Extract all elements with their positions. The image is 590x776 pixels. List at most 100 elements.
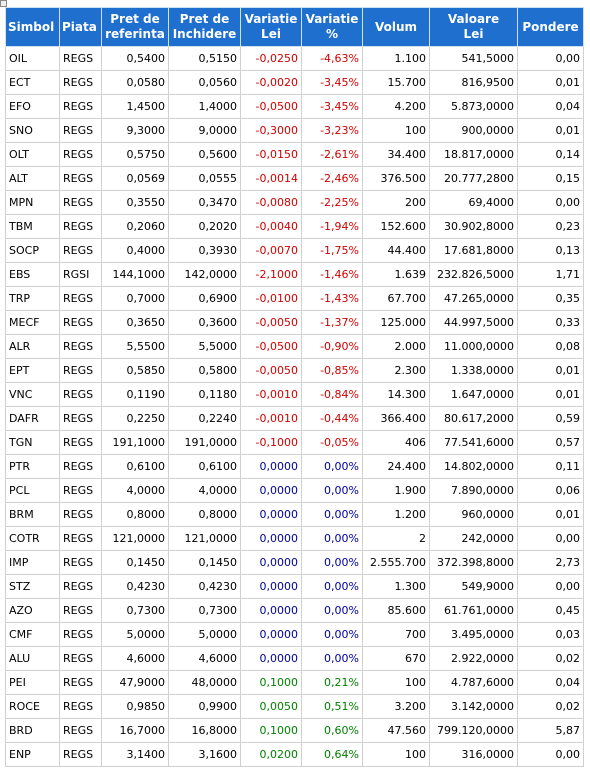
table-cell: 0,2020 xyxy=(168,214,241,239)
table-cell: 0,15 xyxy=(517,166,584,191)
table-row: EBS RGSI 144,1000 142,0000 -2,1000 -1,46% 1.63… xyxy=(5,262,584,287)
table-row: AZO REGS 0,7300 0,7300 0,0000 0,00% 85.600 61.7… xyxy=(5,598,584,623)
table-cell: 121,0000 xyxy=(101,526,169,551)
header-line: Pondere xyxy=(522,19,579,34)
table-row: EFO REGS 1,4500 1,4000 -0,0500 -3,45% 4.200 5.8… xyxy=(5,94,584,119)
table-cell: REGS xyxy=(59,478,102,503)
table-cell: 2.000 xyxy=(362,334,430,359)
table-cell: -0,0010 xyxy=(240,382,302,407)
table-cell: 1,4500 xyxy=(101,94,169,119)
table-cell: REGS xyxy=(59,142,102,167)
table-cell: 191,1000 xyxy=(101,430,169,455)
table-cell: 0,35 xyxy=(517,286,584,311)
table-cell: 1,4000 xyxy=(168,94,241,119)
table-cell: 0,0000 xyxy=(240,502,302,527)
header-line: Simbol xyxy=(8,19,55,34)
table-cell: DAFR xyxy=(5,406,60,431)
table-cell: 9,0000 xyxy=(168,118,241,143)
table-cell: 100 xyxy=(362,118,430,143)
table-cell: 0,08 xyxy=(517,334,584,359)
table-cell: REGS xyxy=(59,526,102,551)
table-cell: 67.700 xyxy=(362,286,430,311)
table-cell: 16,8000 xyxy=(168,718,241,743)
table-cell: -0,0020 xyxy=(240,70,302,95)
table-cell: EBS xyxy=(5,262,60,287)
table-cell: BRD xyxy=(5,718,60,743)
table-cell: STZ xyxy=(5,574,60,599)
table-cell: 0,0000 xyxy=(240,598,302,623)
table-cell: 0,0000 xyxy=(240,622,302,647)
table-cell: -0,0100 xyxy=(240,286,302,311)
table-cell: 0,5600 xyxy=(168,142,241,167)
table-cell: 11.000,0000 xyxy=(429,334,518,359)
table-cell: -0,0250 xyxy=(240,46,302,71)
table-cell: 0,00% xyxy=(301,574,363,599)
table-row: TGN REGS 191,1000 191,0000 -0,1000 -0,05% 406 7… xyxy=(5,430,584,455)
table-cell: 0,00% xyxy=(301,502,363,527)
table-row: MPN REGS 0,3550 0,3470 -0,0080 -2,25% 200 69,40… xyxy=(5,190,584,215)
table-cell: 14.300 xyxy=(362,382,430,407)
table-cell: 0,04 xyxy=(517,670,584,695)
table-cell: -0,90% xyxy=(301,334,363,359)
table-cell: 0,60% xyxy=(301,718,363,743)
table-cell: 0,5850 xyxy=(101,358,169,383)
table-cell: TGN xyxy=(5,430,60,455)
table-cell: 4,0000 xyxy=(168,478,241,503)
table-row: PCL REGS 4,0000 4,0000 0,0000 0,00% 1.900 7.890… xyxy=(5,478,584,503)
corner-icon xyxy=(0,0,7,7)
table-row: BRM REGS 0,8000 0,8000 0,0000 0,00% 1.200 960,0… xyxy=(5,502,584,527)
table-cell: 125.000 xyxy=(362,310,430,335)
table-cell: 191,0000 xyxy=(168,430,241,455)
table-cell: 0,4230 xyxy=(101,574,169,599)
table-cell: 0,2240 xyxy=(168,406,241,431)
table-cell: 0,13 xyxy=(517,238,584,263)
table-cell: -1,43% xyxy=(301,286,363,311)
table-cell: 0,02 xyxy=(517,694,584,719)
table-cell: 15.700 xyxy=(362,70,430,95)
table-cell: -1,94% xyxy=(301,214,363,239)
header-row: Simbol Piata Pret de referinta Pret de Inchid… xyxy=(5,7,584,47)
table-cell: 1.200 xyxy=(362,502,430,527)
table-cell: REGS xyxy=(59,118,102,143)
table-cell: 5,5500 xyxy=(101,334,169,359)
table-cell: 0,00% xyxy=(301,526,363,551)
table-cell: 0,3930 xyxy=(168,238,241,263)
table-row: PTR REGS 0,6100 0,6100 0,0000 0,00% 24.400 14.8… xyxy=(5,454,584,479)
table-cell: 0,45 xyxy=(517,598,584,623)
table-cell: -2,46% xyxy=(301,166,363,191)
table-cell: -2,1000 xyxy=(240,262,302,287)
table-cell: 1.647,0000 xyxy=(429,382,518,407)
table-cell: 541,5000 xyxy=(429,46,518,71)
table-cell: 0,01 xyxy=(517,118,584,143)
table-cell: 14.802,0000 xyxy=(429,454,518,479)
table-row: PEI REGS 47,9000 48,0000 0,1000 0,21% 100 4.787… xyxy=(5,670,584,695)
table-cell: SOCP xyxy=(5,238,60,263)
table-cell: 0,0555 xyxy=(168,166,241,191)
table-body: OIL REGS 0,5400 0,5150 -0,0250 -4,63% 1.100 541… xyxy=(5,46,584,767)
table-cell: ECT xyxy=(5,70,60,95)
table-row: BRD REGS 16,7000 16,8000 0,1000 0,60% 47.560 79… xyxy=(5,718,584,743)
column-header: Pret de Inchidere xyxy=(168,7,241,47)
table-cell: 0,5750 xyxy=(101,142,169,167)
table-cell: EPT xyxy=(5,358,60,383)
column-header: Valoare Lei xyxy=(429,7,518,47)
column-header: Volum xyxy=(362,7,430,47)
table-row: ALU REGS 4,6000 4,6000 0,0000 0,00% 670 2.922,0… xyxy=(5,646,584,671)
table-cell: -0,0010 xyxy=(240,406,302,431)
table-cell: 2,73 xyxy=(517,550,584,575)
table-cell: REGS xyxy=(59,214,102,239)
table-cell: 7.890,0000 xyxy=(429,478,518,503)
table-cell: -0,0040 xyxy=(240,214,302,239)
table-cell: 16,7000 xyxy=(101,718,169,743)
table-cell: 1,71 xyxy=(517,262,584,287)
table-cell: 960,0000 xyxy=(429,502,518,527)
header-line: Piata xyxy=(62,19,97,34)
table-cell: -4,63% xyxy=(301,46,363,71)
table-cell: 0,51% xyxy=(301,694,363,719)
table-cell: 372.398,8000 xyxy=(429,550,518,575)
table-cell: 0,1450 xyxy=(101,550,169,575)
table-cell: 5,5000 xyxy=(168,334,241,359)
table-cell: COTR xyxy=(5,526,60,551)
table-cell: 142,0000 xyxy=(168,262,241,287)
